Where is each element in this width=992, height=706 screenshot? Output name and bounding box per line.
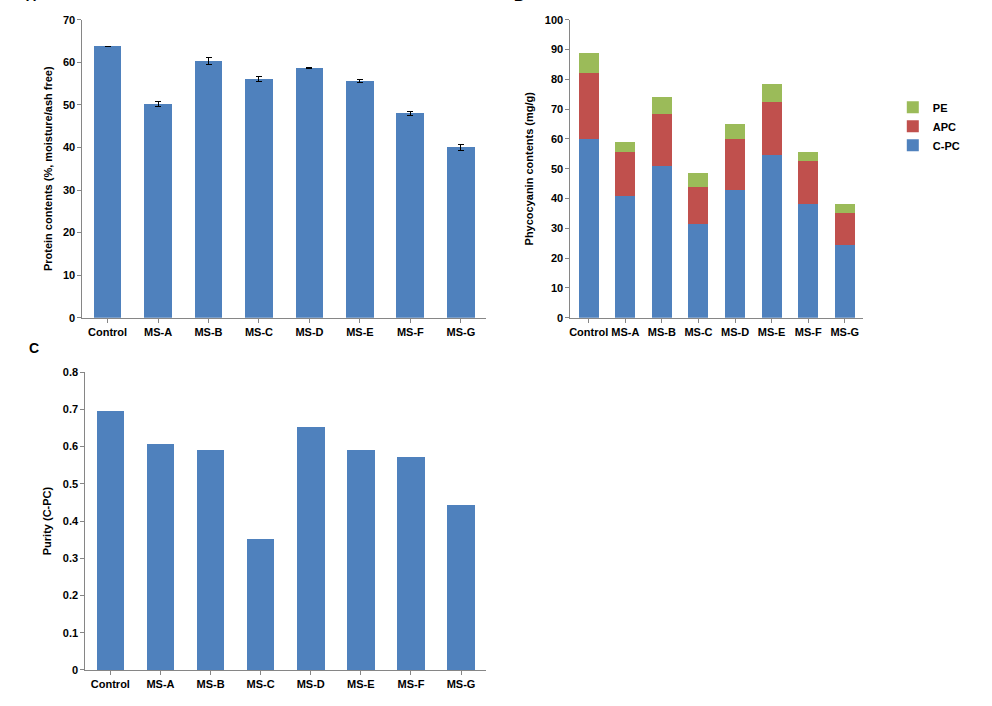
svg-text:MS-B: MS-B	[648, 326, 676, 338]
svg-text:10: 10	[63, 269, 75, 281]
svg-text:90: 90	[551, 43, 563, 55]
svg-text:0.8: 0.8	[63, 366, 78, 378]
svg-text:60: 60	[63, 56, 75, 68]
svg-text:20: 20	[63, 226, 75, 238]
svg-text:70: 70	[63, 14, 75, 26]
svg-text:100: 100	[545, 14, 563, 26]
svg-text:MS-F: MS-F	[795, 326, 822, 338]
svg-text:70: 70	[551, 103, 563, 115]
svg-text:0.2: 0.2	[63, 589, 78, 601]
svg-text:0: 0	[69, 312, 75, 324]
svg-text:20: 20	[551, 252, 563, 264]
svg-text:C: C	[29, 340, 39, 356]
svg-text:0.7: 0.7	[63, 403, 78, 415]
svg-text:50: 50	[551, 163, 563, 175]
svg-text:0: 0	[72, 664, 78, 676]
svg-text:Control: Control	[88, 326, 127, 338]
svg-text:APC: APC	[933, 121, 956, 133]
svg-text:Control: Control	[91, 678, 130, 690]
svg-text:C-PC: C-PC	[933, 140, 960, 152]
svg-text:MS-G: MS-G	[447, 678, 476, 690]
svg-text:MS-B: MS-B	[196, 678, 224, 690]
svg-text:60: 60	[551, 133, 563, 145]
svg-text:0.1: 0.1	[63, 627, 78, 639]
svg-text:MS-G: MS-G	[446, 326, 475, 338]
svg-text:MS-E: MS-E	[346, 326, 374, 338]
svg-text:0: 0	[557, 312, 563, 324]
svg-text:Control: Control	[569, 326, 608, 338]
svg-text:MS-C: MS-C	[247, 678, 275, 690]
svg-text:MS-C: MS-C	[245, 326, 273, 338]
svg-text:40: 40	[551, 192, 563, 204]
svg-text:30: 30	[63, 184, 75, 196]
svg-text:30: 30	[551, 222, 563, 234]
svg-text:0.4: 0.4	[63, 515, 79, 527]
svg-text:B: B	[514, 0, 524, 4]
svg-text:0.6: 0.6	[63, 440, 78, 452]
svg-text:40: 40	[63, 141, 75, 153]
svg-text:MS-F: MS-F	[397, 326, 424, 338]
svg-text:80: 80	[551, 73, 563, 85]
svg-text:0.3: 0.3	[63, 552, 78, 564]
svg-text:0.5: 0.5	[63, 478, 78, 490]
svg-text:MS-A: MS-A	[144, 326, 172, 338]
svg-text:Purity (C-PC): Purity (C-PC)	[41, 486, 53, 555]
svg-text:MS-A: MS-A	[611, 326, 639, 338]
svg-text:MS-C: MS-C	[684, 326, 712, 338]
svg-text:MS-D: MS-D	[721, 326, 749, 338]
svg-text:50: 50	[63, 99, 75, 111]
svg-text:MS-F: MS-F	[397, 678, 424, 690]
svg-text:MS-B: MS-B	[194, 326, 222, 338]
svg-text:Phycocyanin contents (mg/g): Phycocyanin contents (mg/g)	[523, 92, 535, 246]
svg-text:A: A	[26, 0, 36, 4]
svg-text:10: 10	[551, 282, 563, 294]
svg-text:MS-D: MS-D	[297, 678, 325, 690]
svg-text:MS-E: MS-E	[758, 326, 786, 338]
svg-text:PE: PE	[933, 102, 948, 114]
svg-text:MS-G: MS-G	[830, 326, 859, 338]
svg-text:MS-E: MS-E	[347, 678, 375, 690]
svg-text:MS-A: MS-A	[146, 678, 174, 690]
svg-text:Protein contents (%, moisture/: Protein contents (%, moisture/ash free)	[42, 66, 54, 271]
svg-text:MS-D: MS-D	[295, 326, 323, 338]
